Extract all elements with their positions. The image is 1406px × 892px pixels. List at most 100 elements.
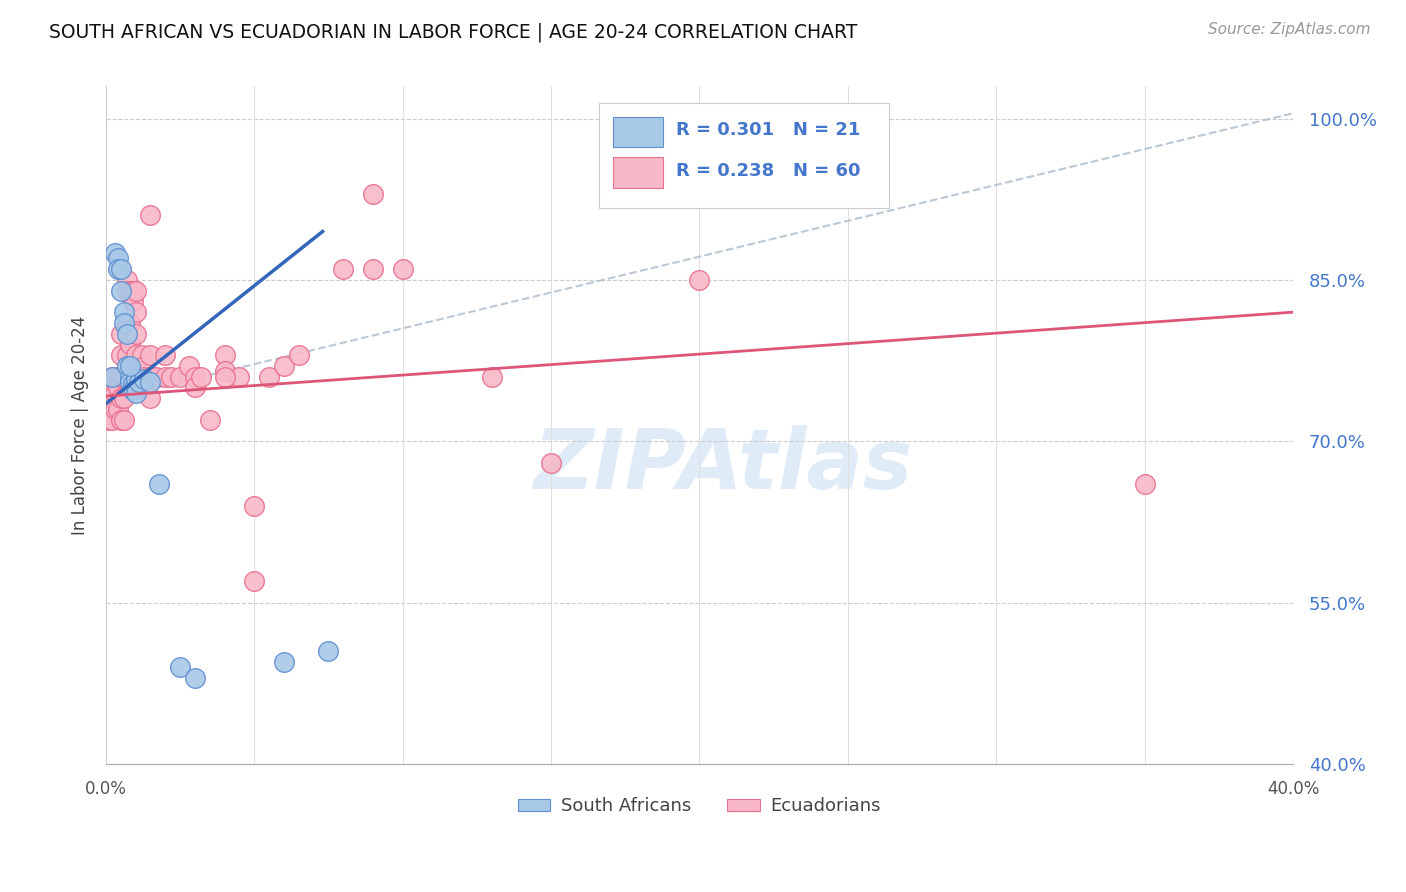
Point: [190, 369, 212, 384]
Point: [139, 369, 162, 384]
Point: [104, 385, 127, 400]
Point: [104, 369, 127, 384]
Point: [131, 348, 153, 362]
Point: [121, 383, 143, 397]
Point: [177, 359, 200, 373]
Point: [97, 413, 120, 427]
Point: [198, 413, 221, 427]
Point: [115, 359, 138, 373]
Point: [118, 284, 141, 298]
Point: [131, 380, 153, 394]
Point: [243, 574, 266, 588]
Point: [155, 348, 177, 362]
Point: [139, 208, 162, 222]
Point: [1133, 477, 1156, 491]
Point: [184, 369, 207, 384]
Point: [361, 186, 384, 201]
Point: [112, 305, 135, 319]
Text: R = 0.238   N = 60: R = 0.238 N = 60: [676, 162, 860, 180]
Point: [128, 375, 150, 389]
Text: R = 0.301   N = 21: R = 0.301 N = 21: [676, 121, 860, 139]
Point: [112, 369, 135, 384]
Point: [118, 375, 141, 389]
Point: [481, 369, 503, 384]
Point: [228, 369, 250, 384]
Point: [124, 372, 146, 386]
Point: [107, 380, 129, 394]
Point: [128, 369, 150, 384]
Point: [107, 401, 129, 416]
Point: [121, 284, 143, 298]
Point: [124, 305, 146, 319]
Point: [115, 326, 138, 341]
Point: [118, 369, 141, 384]
Point: [118, 337, 141, 351]
Point: [145, 369, 167, 384]
Point: [112, 391, 135, 405]
Point: [318, 644, 340, 658]
Bar: [613, 158, 662, 188]
Point: [148, 477, 170, 491]
Point: [184, 380, 207, 394]
Point: [110, 326, 132, 341]
Point: [115, 316, 138, 330]
Point: [124, 385, 146, 400]
Text: SOUTH AFRICAN VS ECUADORIAN IN LABOR FORCE | AGE 20-24 CORRELATION CHART: SOUTH AFRICAN VS ECUADORIAN IN LABOR FOR…: [49, 22, 858, 42]
Point: [104, 401, 127, 416]
Point: [107, 372, 129, 386]
Point: [118, 316, 141, 330]
Point: [134, 372, 156, 386]
Point: [169, 369, 191, 384]
Point: [110, 369, 132, 384]
Point: [110, 413, 132, 427]
Point: [134, 359, 156, 373]
Point: [139, 375, 162, 389]
Point: [391, 262, 413, 277]
Point: [107, 262, 129, 277]
Point: [139, 391, 162, 405]
Point: [214, 348, 236, 362]
Point: [257, 369, 280, 384]
Point: [124, 326, 146, 341]
Point: [288, 348, 311, 362]
Point: [332, 262, 354, 277]
Point: [115, 348, 138, 362]
Point: [184, 671, 207, 685]
Legend: South Africans, Ecuadorians: South Africans, Ecuadorians: [510, 790, 889, 822]
Point: [688, 273, 710, 287]
Point: [273, 359, 295, 373]
Point: [118, 359, 141, 373]
Point: [124, 348, 146, 362]
Point: [101, 369, 124, 384]
Point: [361, 262, 384, 277]
Point: [110, 391, 132, 405]
Point: [131, 369, 153, 384]
Text: Source: ZipAtlas.com: Source: ZipAtlas.com: [1208, 22, 1371, 37]
Point: [121, 377, 143, 392]
FancyBboxPatch shape: [599, 103, 890, 209]
Point: [169, 660, 191, 674]
Point: [115, 284, 138, 298]
Point: [124, 284, 146, 298]
Point: [110, 262, 132, 277]
Bar: [613, 117, 662, 147]
Point: [112, 413, 135, 427]
Point: [110, 348, 132, 362]
Point: [273, 655, 295, 669]
Text: ZIPAtlas: ZIPAtlas: [533, 425, 912, 507]
Point: [214, 364, 236, 378]
Point: [101, 369, 124, 384]
Point: [540, 456, 562, 470]
Point: [139, 348, 162, 362]
Point: [134, 369, 156, 384]
Point: [155, 369, 177, 384]
Point: [101, 391, 124, 405]
Point: [104, 246, 127, 260]
Point: [243, 499, 266, 513]
Point: [121, 294, 143, 309]
Point: [101, 413, 124, 427]
Point: [107, 252, 129, 266]
Point: [112, 316, 135, 330]
Point: [110, 284, 132, 298]
Point: [115, 273, 138, 287]
